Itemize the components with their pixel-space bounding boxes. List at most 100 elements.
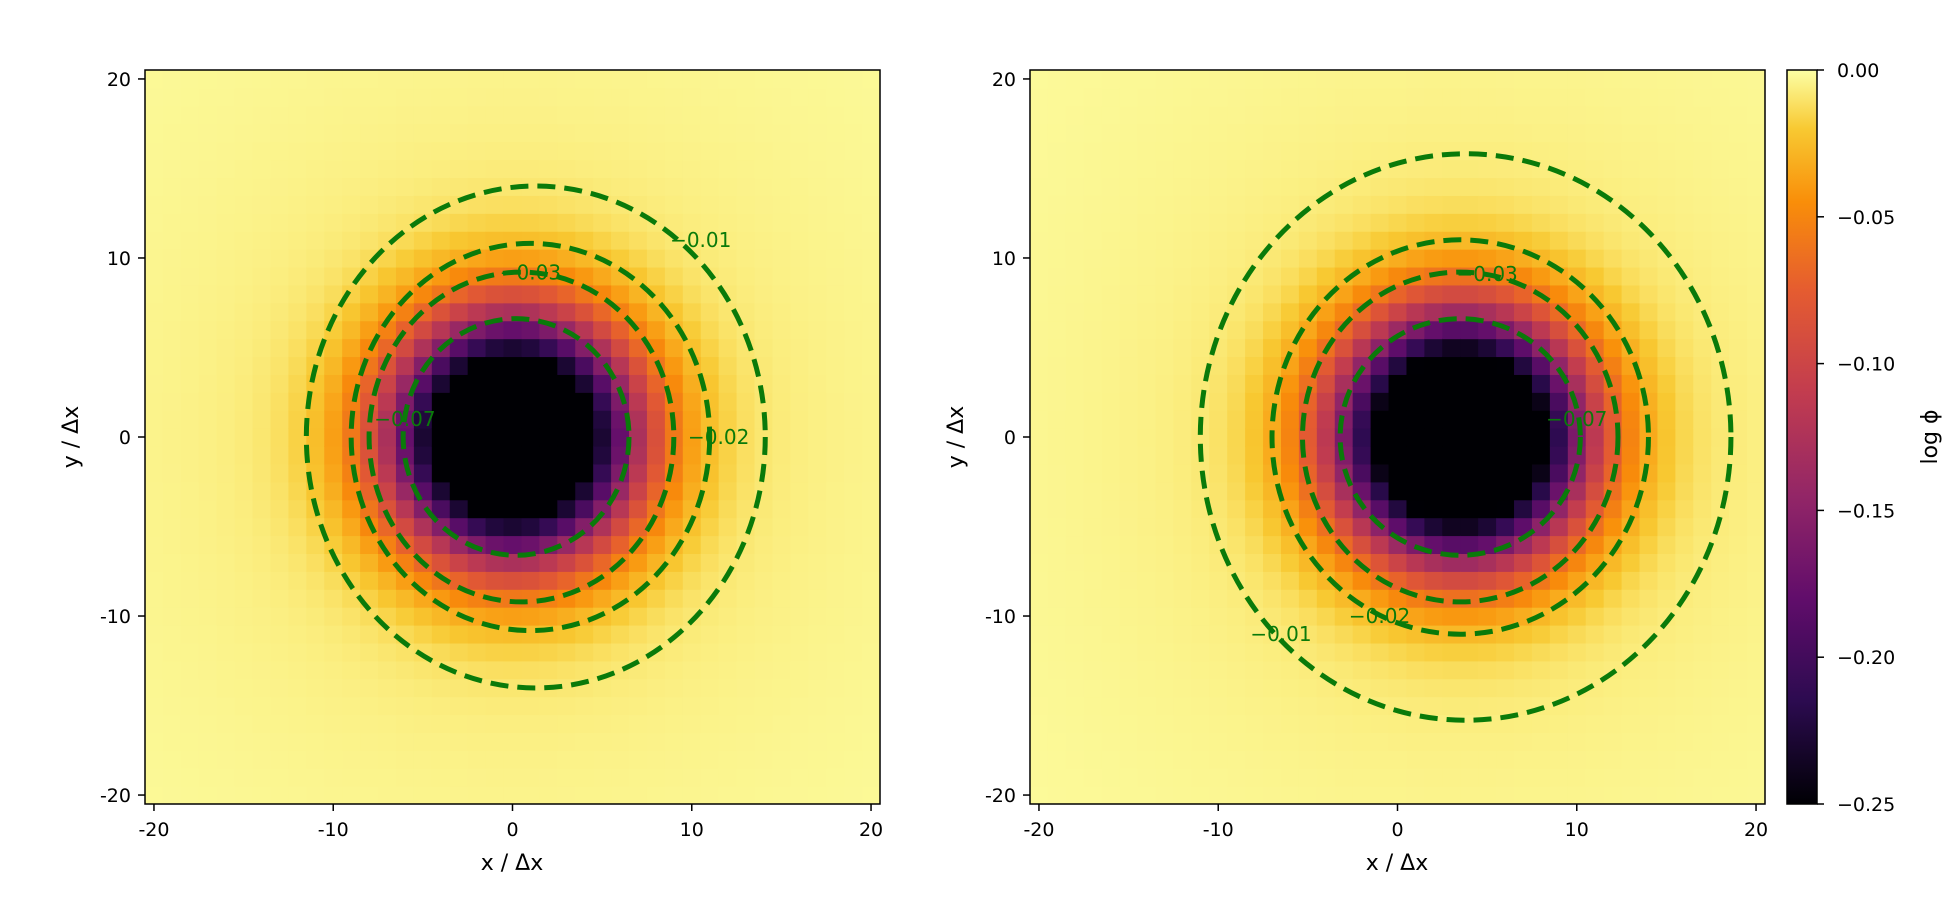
heatmap-cell	[1334, 231, 1354, 250]
left-x-axis-label: x / Δx	[481, 851, 544, 876]
heatmap-cell	[1227, 70, 1246, 89]
heatmap-cell	[682, 392, 702, 411]
heatmap-cell	[431, 481, 451, 501]
heatmap-cell	[1263, 642, 1282, 662]
heatmap-cell	[1173, 535, 1192, 554]
heatmap-cell	[1603, 105, 1623, 125]
heatmap-cell	[1101, 123, 1121, 143]
heatmap-cell	[1065, 768, 1085, 787]
heatmap-cell	[1155, 374, 1175, 393]
heatmap-cell	[216, 320, 236, 340]
heatmap-cell	[1030, 481, 1049, 501]
heatmap-cell	[467, 571, 487, 590]
heatmap-cell	[1675, 213, 1694, 232]
heatmap-cell	[862, 624, 880, 644]
heatmap-cell	[1639, 249, 1659, 268]
heatmap-cell	[198, 481, 218, 501]
heatmap-cell	[1370, 392, 1390, 411]
heatmap-cell	[646, 768, 666, 787]
colorbar-tick-label: −0.20	[1837, 647, 1895, 669]
heatmap-cell	[252, 105, 272, 125]
y-tick-label: -10	[985, 606, 1016, 628]
heatmap-cell	[1030, 768, 1049, 787]
heatmap-cell	[1514, 535, 1533, 554]
heatmap-cell	[216, 499, 236, 519]
heatmap-cell	[180, 87, 200, 107]
heatmap-cell	[449, 481, 469, 501]
heatmap-cell	[557, 195, 576, 214]
heatmap-cell	[1514, 374, 1533, 393]
heatmap-cell	[180, 624, 200, 644]
heatmap-cell	[1030, 696, 1049, 716]
heatmap-cell	[1388, 499, 1408, 519]
heatmap-cell	[790, 249, 809, 268]
heatmap-cell	[862, 445, 880, 465]
heatmap-cell	[575, 195, 594, 214]
heatmap-cell	[324, 499, 343, 519]
heatmap-cell	[1388, 87, 1408, 107]
heatmap-cell	[1191, 589, 1210, 608]
heatmap-cell	[234, 392, 254, 411]
heatmap-cell	[1639, 678, 1659, 698]
heatmap-cell	[808, 714, 827, 734]
heatmap-cell	[1173, 302, 1192, 322]
heatmap-cell	[1729, 768, 1748, 787]
heatmap-cell	[1442, 445, 1461, 465]
heatmap-cell	[772, 374, 791, 393]
heatmap-cell	[826, 714, 845, 734]
heatmap-cell	[1729, 338, 1748, 358]
heatmap-cell	[467, 123, 487, 143]
heatmap-cell	[467, 553, 487, 572]
heatmap-cell	[862, 428, 880, 447]
heatmap-cell	[431, 750, 451, 769]
heatmap-cell	[145, 374, 164, 393]
heatmap-cell	[1567, 302, 1587, 322]
heatmap-cell	[1065, 338, 1085, 358]
heatmap-cell	[1460, 732, 1479, 751]
heatmap-cell	[1316, 231, 1336, 250]
y-tick-label: 20	[992, 69, 1016, 91]
heatmap-cell	[503, 105, 523, 125]
heatmap-cell	[1316, 786, 1336, 804]
heatmap-cell	[736, 195, 756, 214]
heatmap-cell	[503, 481, 523, 501]
heatmap-cell	[1747, 535, 1765, 554]
heatmap-cell	[557, 87, 576, 107]
heatmap-cell	[342, 750, 361, 769]
heatmap-cell	[1280, 159, 1300, 179]
heatmap-cell	[1245, 553, 1264, 572]
heatmap-cell	[1065, 732, 1085, 751]
heatmap-cell	[1101, 356, 1121, 375]
y-tick-label: -20	[100, 785, 131, 807]
heatmap-cell	[1406, 195, 1425, 214]
heatmap-cell	[1352, 517, 1372, 537]
heatmap-cell	[449, 624, 469, 644]
heatmap-cell	[431, 392, 451, 411]
heatmap-cell	[593, 410, 612, 429]
heatmap-cell	[826, 768, 845, 787]
heatmap-cell	[1209, 499, 1228, 519]
heatmap-cell	[1191, 87, 1210, 107]
heatmap-cell	[682, 678, 702, 698]
heatmap-cell	[431, 356, 451, 375]
heatmap-cell	[1496, 284, 1515, 304]
heatmap-cell	[664, 213, 684, 232]
heatmap-cell	[162, 678, 182, 698]
heatmap-cell	[1657, 284, 1676, 304]
heatmap-cell	[1227, 392, 1246, 411]
heatmap-cell	[646, 732, 666, 751]
heatmap-cell	[718, 105, 738, 125]
heatmap-cell	[1352, 571, 1372, 590]
heatmap-cell	[270, 786, 290, 804]
heatmap-cell	[539, 571, 558, 590]
heatmap-cell	[1101, 750, 1121, 769]
heatmap-cell	[1173, 266, 1192, 286]
heatmap-cell	[449, 105, 469, 125]
heatmap-cell	[1227, 266, 1246, 286]
heatmap-cell	[306, 750, 325, 769]
heatmap-cell	[1298, 87, 1318, 107]
heatmap-cell	[826, 428, 845, 447]
heatmap-cell	[1083, 517, 1103, 537]
heatmap-cell	[1693, 123, 1712, 143]
heatmap-cell	[575, 356, 594, 375]
